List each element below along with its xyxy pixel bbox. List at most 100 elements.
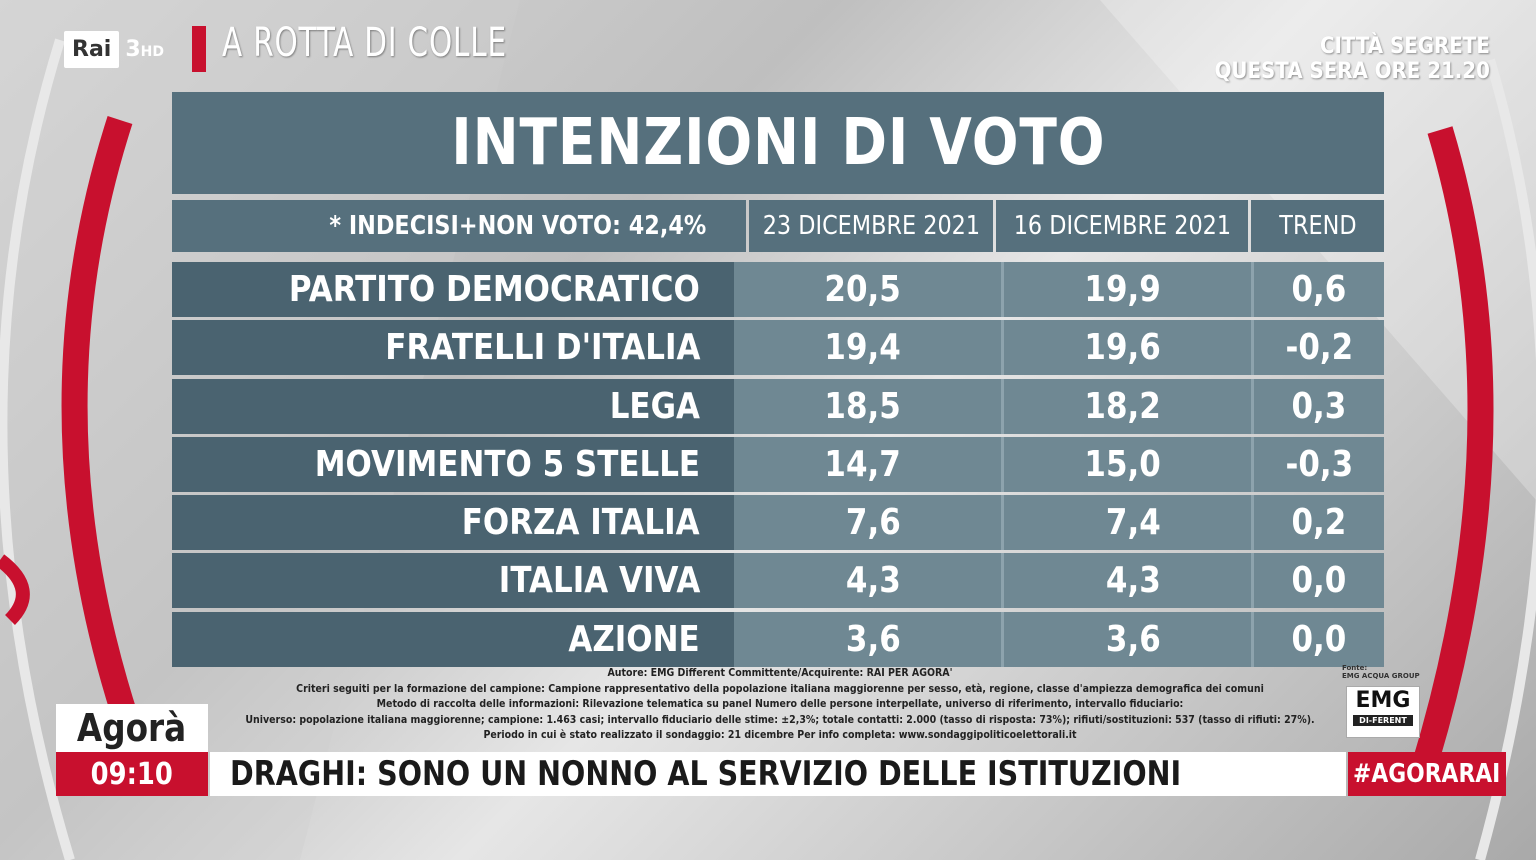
footnote-line: Metodo di raccolta delle informazioni: R… [376, 698, 1184, 710]
trend-cell: 0,3 [1254, 378, 1384, 434]
source-label-text: Fonte: [1342, 664, 1368, 672]
value-dec16-cell: 4,3 [1004, 553, 1254, 609]
table-row: FORZA ITALIA 7,6 7,4 0,2 [172, 495, 1384, 551]
value-dec23: 4,3 [846, 560, 901, 602]
hashtag-text: #AGORARAI [1353, 759, 1501, 789]
col-header-date-1: 23 DICEMBRE 2021 [749, 200, 993, 252]
program-name: Agorà [77, 706, 187, 750]
table-row: LEGA 18,5 18,2 0,3 [172, 378, 1384, 434]
emg-logo-text: EMG [1355, 688, 1411, 713]
value-dec16: 4,3 [1106, 560, 1161, 602]
party-name: FRATELLI D'ITALIA [384, 327, 700, 369]
undecided-note: * INDECISI+NON VOTO: 42,4% [172, 200, 746, 252]
party-name-cell: PARTITO DEMOCRATICO [172, 262, 734, 317]
party-name: AZIONE [568, 618, 700, 660]
footnote-line: Universo: popolazione italiana maggioren… [245, 713, 1315, 726]
value-dec23: 7,6 [846, 502, 901, 544]
trend-cell: 0,0 [1254, 553, 1384, 609]
value-dec16: 18,2 [1084, 385, 1161, 427]
footnote-line: Periodo in cui è stato realizzato il son… [483, 729, 1077, 741]
source-group-text: EMG ACQUA GROUP [1342, 672, 1420, 680]
value-dec16-cell: 3,6 [1004, 611, 1254, 667]
footnote-line: Criteri seguiti per la formazione del ca… [296, 682, 1264, 695]
poll-title-banner: INTENZIONI DI VOTO [172, 92, 1384, 194]
col-header-date-2: 16 DICEMBRE 2021 [996, 200, 1248, 252]
trend-cell: 0,6 [1254, 262, 1384, 317]
methodology-footnote: Autore: EMG Different Committente/Acquir… [240, 666, 1320, 744]
headline-ticker: DRAGHI: SONO UN NONNO AL SERVIZIO DELLE … [210, 752, 1346, 796]
headline-text: DRAGHI: SONO UN NONNO AL SERVIZIO DELLE … [230, 754, 1182, 794]
party-name-cell: FRATELLI D'ITALIA [172, 320, 734, 376]
table-row: MOVIMENTO 5 STELLE 14,7 15,0 -0,3 [172, 436, 1384, 492]
trend-value: 0,2 [1291, 502, 1347, 544]
trend-value: -0,3 [1285, 443, 1353, 485]
party-name-cell: LEGA [172, 378, 734, 434]
party-name: ITALIA VIVA [498, 560, 700, 602]
value-dec16: 19,6 [1084, 327, 1161, 369]
value-dec16: 3,6 [1106, 618, 1161, 660]
clock-time: 09:10 [90, 756, 174, 792]
channel-suffix: HD [140, 43, 164, 60]
value-dec23-cell: 18,5 [734, 378, 1004, 434]
value-dec23-cell: 14,7 [734, 436, 1004, 492]
value-dec23-cell: 19,4 [734, 320, 1004, 376]
clock-box: 09:10 [56, 752, 208, 796]
trend-value: 0,3 [1291, 385, 1347, 427]
party-name-cell: ITALIA VIVA [172, 553, 734, 609]
channel-number-text: 3 [125, 36, 141, 62]
undecided-note-text: * INDECISI+NON VOTO: 42,4% [329, 211, 706, 241]
poll-title: INTENZIONI DI VOTO [450, 106, 1106, 180]
value-dec23: 14,7 [824, 443, 901, 485]
promo-line-1: CITTÀ SEGRETE [1320, 34, 1490, 59]
value-dec16-cell: 18,2 [1004, 378, 1254, 434]
trend-value: 0,6 [1291, 269, 1347, 310]
value-dec16-cell: 19,9 [1004, 262, 1254, 317]
program-name-box: Agorà [56, 704, 208, 752]
emg-logo: EMG DI-FERENT [1346, 686, 1420, 738]
value-dec16-cell: 7,4 [1004, 495, 1254, 551]
col-header-date-1-text: 23 DICEMBRE 2021 [762, 211, 980, 241]
trend-value: -0,2 [1285, 327, 1353, 369]
party-name: LEGA [609, 385, 700, 427]
trend-value: 0,0 [1291, 618, 1347, 660]
channel-logo: Rai 3HD [64, 24, 164, 74]
table-row: AZIONE 3,6 3,6 0,0 [172, 611, 1384, 667]
footnote-line: Autore: EMG Different Committente/Acquir… [607, 667, 953, 679]
value-dec23-cell: 3,6 [734, 611, 1004, 667]
channel-number: 3HD [125, 37, 164, 62]
value-dec23: 20,5 [824, 269, 901, 310]
value-dec16: 19,9 [1084, 269, 1161, 310]
poll-table: PARTITO DEMOCRATICO 20,5 19,9 0,6 FRATEL… [172, 262, 1384, 670]
col-header-date-2-text: 16 DICEMBRE 2021 [1013, 211, 1231, 241]
col-header-trend: TREND [1251, 200, 1384, 252]
value-dec16: 7,4 [1106, 502, 1161, 544]
party-name-cell: MOVIMENTO 5 STELLE [172, 436, 734, 492]
party-name-cell: AZIONE [172, 611, 734, 667]
promo-line-2: QUESTA SERA ORE 21.20 [1214, 59, 1490, 84]
source-label: Fonte: EMG ACQUA GROUP [1342, 664, 1420, 680]
table-row: ITALIA VIVA 4,3 4,3 0,0 [172, 553, 1384, 609]
value-dec23: 19,4 [824, 327, 901, 369]
trend-cell: -0,2 [1254, 320, 1384, 376]
value-dec16-cell: 19,6 [1004, 320, 1254, 376]
party-name-cell: FORZA ITALIA [172, 495, 734, 551]
value-dec16-cell: 15,0 [1004, 436, 1254, 492]
hashtag-box: #AGORARAI [1348, 752, 1506, 796]
value-dec23-cell: 4,3 [734, 553, 1004, 609]
table-row: PARTITO DEMOCRATICO 20,5 19,9 0,6 [172, 262, 1384, 317]
party-name: MOVIMENTO 5 STELLE [314, 443, 700, 485]
party-name: FORZA ITALIA [462, 502, 700, 544]
trend-cell: -0,3 [1254, 436, 1384, 492]
value-dec23: 3,6 [846, 618, 901, 660]
table-row: FRATELLI D'ITALIA 19,4 19,6 -0,2 [172, 320, 1384, 376]
trend-value: 0,0 [1291, 560, 1347, 602]
trend-cell: 0,2 [1254, 495, 1384, 551]
title-accent-bar [192, 26, 206, 72]
value-dec23-cell: 20,5 [734, 262, 1004, 317]
value-dec16: 15,0 [1084, 443, 1161, 485]
value-dec23: 18,5 [824, 385, 901, 427]
promo-text: CITTÀ SEGRETE QUESTA SERA ORE 21.20 [1215, 34, 1490, 84]
value-dec23-cell: 7,6 [734, 495, 1004, 551]
col-header-trend-text: TREND [1278, 211, 1357, 241]
rai-logo-text: Rai [64, 30, 120, 68]
